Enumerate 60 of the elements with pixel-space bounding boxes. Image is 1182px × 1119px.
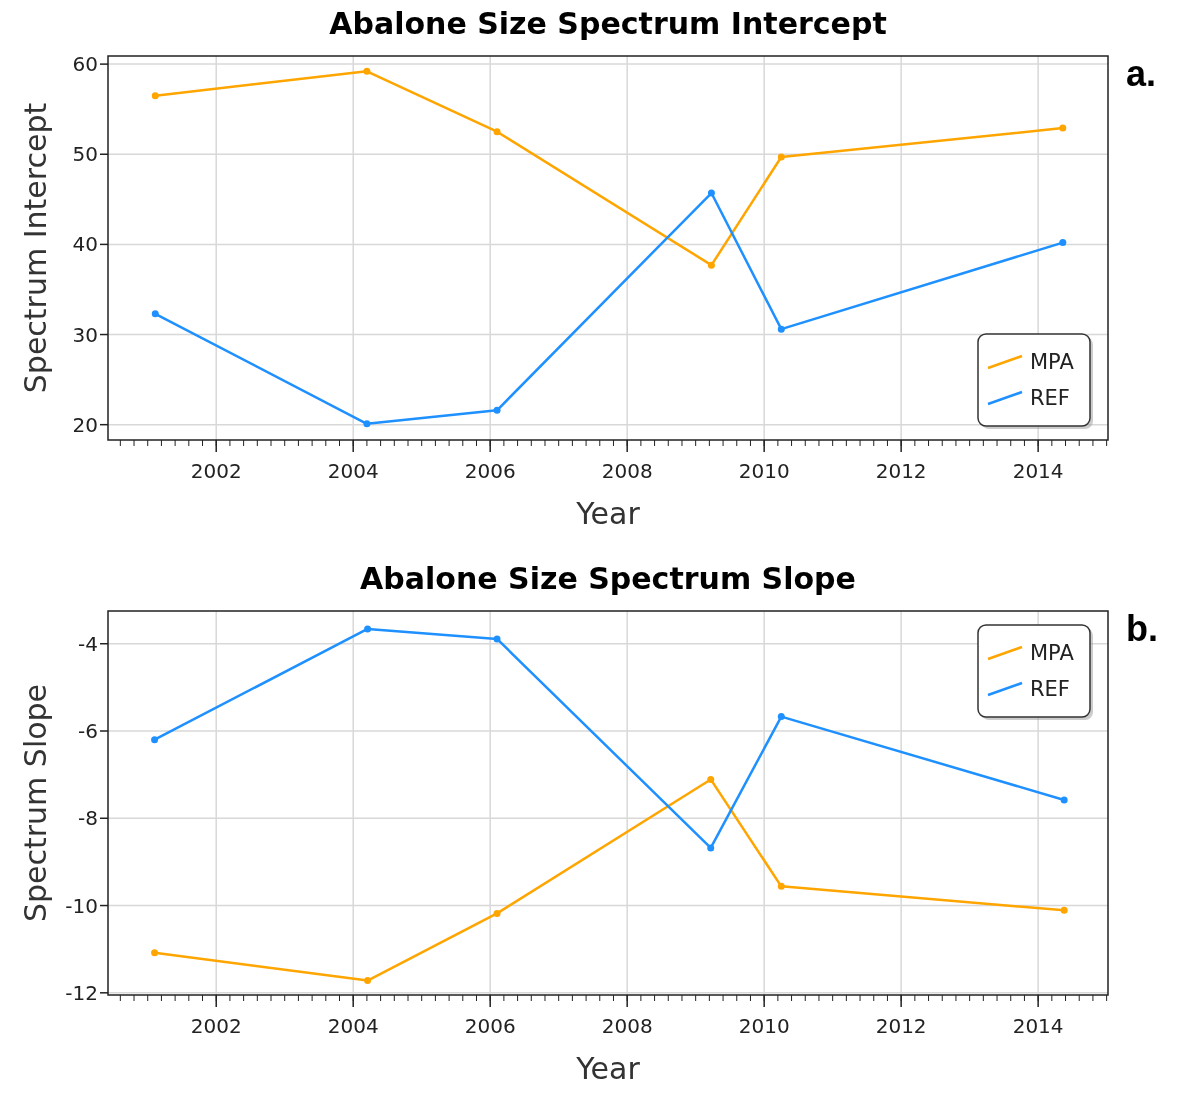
legend-label: REF: [1030, 677, 1070, 701]
y-tick-label: 40: [72, 232, 98, 257]
point: [1060, 906, 1068, 914]
x-tick-label: 2014: [1012, 1014, 1064, 1038]
y-tick-label: -8: [78, 806, 98, 831]
point: [151, 736, 159, 744]
legend-label: MPA: [1030, 350, 1075, 374]
point: [493, 128, 501, 136]
point: [1059, 124, 1067, 132]
point: [707, 844, 715, 852]
point: [777, 325, 785, 333]
y-tick-label: -10: [65, 893, 98, 918]
point: [707, 261, 715, 269]
point: [364, 625, 372, 633]
y-tick-label: -4: [78, 631, 98, 656]
chart-title: Abalone Size Spectrum Intercept: [329, 6, 887, 41]
x-tick-label: 2012: [875, 459, 927, 483]
point: [777, 153, 785, 161]
point: [777, 882, 785, 890]
y-axis-title: Spectrum Slope: [18, 683, 53, 923]
point: [707, 775, 715, 783]
x-axis-title: Year: [575, 496, 641, 531]
point: [493, 909, 501, 917]
text: a.: [1126, 53, 1157, 94]
x-tick-label: 2002: [190, 1014, 242, 1038]
x-tick-label: 2006: [464, 459, 516, 483]
legend-label: REF: [1030, 386, 1070, 410]
y-tick-label: -6: [78, 719, 98, 743]
x-tick-label: 2014: [1012, 459, 1064, 483]
x-tick-label: 2006: [464, 1014, 516, 1038]
y-tick-label: 20: [72, 412, 98, 437]
x-tick-label: 2002: [190, 459, 242, 483]
point: [493, 635, 501, 643]
y-tick-label: 30: [72, 322, 98, 347]
x-tick-label: 2008: [601, 1014, 653, 1038]
point: [363, 67, 371, 75]
y-tick-label: -12: [65, 980, 98, 1005]
point: [151, 92, 159, 100]
chart-title: Abalone Size Spectrum Slope: [360, 561, 856, 596]
point: [364, 977, 372, 985]
point: [493, 406, 501, 414]
x-tick-label: 2010: [738, 1014, 790, 1038]
x-tick-label: 2004: [327, 459, 379, 483]
x-tick-label: 2012: [875, 1014, 927, 1038]
point: [1060, 796, 1068, 804]
x-tick-label: 2010: [738, 459, 790, 483]
y-axis-title: Spectrum Intercept: [18, 102, 53, 394]
y-tick-label: 60: [72, 52, 98, 77]
point: [777, 713, 785, 721]
point: [151, 310, 159, 318]
point: [363, 420, 371, 428]
point: [151, 949, 159, 957]
point: [707, 189, 715, 197]
point: [1059, 239, 1067, 247]
x-axis-title: Year: [575, 1051, 641, 1086]
x-tick-label: 2004: [327, 1014, 379, 1038]
y-tick-label: 50: [72, 142, 98, 167]
text: b.: [1126, 608, 1158, 649]
x-tick-label: 2008: [601, 459, 653, 483]
legend-label: MPA: [1030, 641, 1075, 665]
